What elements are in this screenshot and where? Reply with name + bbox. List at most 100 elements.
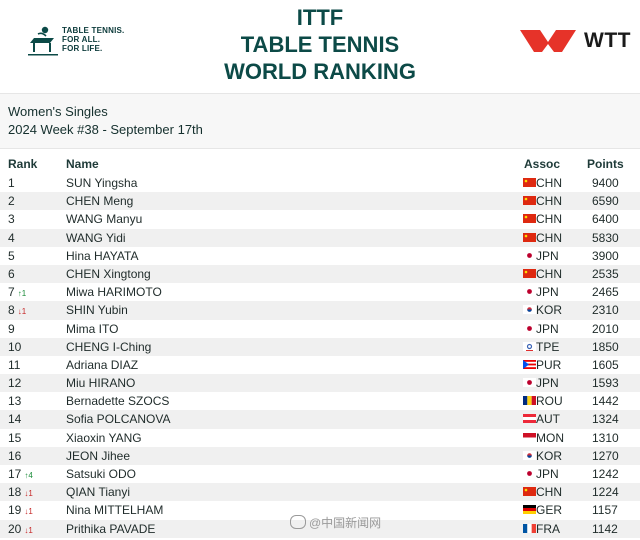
wtt-logo: WTT [518, 26, 638, 56]
points-value: 9400 [592, 176, 619, 190]
rank-change: ↓1 [17, 307, 27, 317]
rank-cell: 12 [8, 376, 22, 391]
assoc-code: FRA [536, 521, 560, 536]
aut-flag-icon [523, 414, 536, 424]
jpn-flag-icon [523, 323, 536, 333]
column-header-points: Points [587, 157, 624, 171]
points-value: 1310 [592, 430, 619, 445]
player-name: JEON Jihee [66, 448, 131, 463]
player-name: Miu HIRANO [66, 376, 136, 391]
rank-cell: 8 ↓1 [8, 303, 27, 318]
points-value: 5830 [592, 230, 619, 245]
points-value: 6590 [592, 194, 619, 209]
rank-cell: 4 [8, 230, 15, 245]
player-name: CHEN Meng [66, 194, 134, 209]
rank-change: ↑4 [24, 471, 33, 480]
player-name: Prithika PAVADE [66, 521, 156, 536]
pur-flag-icon [523, 359, 536, 369]
player-name: WANG Manyu [66, 212, 143, 227]
player-name: Nina MITTELHAM [66, 503, 164, 518]
points-value: 1224 [592, 485, 619, 500]
assoc-code: AUT [536, 412, 560, 427]
jpn-flag-icon [523, 287, 536, 297]
table-row: 20 ↓1 Prithika PAVADE FRA 1142 [0, 519, 640, 538]
rank-cell: 20 ↓1 [8, 521, 33, 536]
points-value: 1270 [592, 448, 619, 463]
points-value: 1324 [592, 412, 619, 427]
assoc-code: JPN [536, 285, 559, 300]
wtt-text: WTT [584, 29, 631, 52]
assoc-code: KOR [536, 303, 563, 318]
player-name: QIAN Tianyi [66, 485, 131, 500]
rank-change: ↓1 [24, 489, 33, 499]
points-value: 1850 [592, 339, 619, 354]
table-row: 13 Bernadette SZOCS ROU 1442 [0, 392, 640, 410]
rank-cell: 6 [8, 266, 15, 281]
table-row: 5 Hina HAYATA JPN 3900 [0, 247, 640, 265]
table-row: 14 Sofia POLCANOVA AUT 1324 [0, 410, 640, 429]
ger-flag-icon [523, 505, 536, 515]
rank-cell: 18 ↓1 [8, 485, 33, 500]
column-header-rank: Rank [8, 157, 38, 171]
assoc-code: PUR [536, 357, 562, 372]
table-row: 17 ↑4 Satsuki ODO JPN 1242 [0, 465, 640, 483]
assoc-code: KOR [536, 448, 563, 463]
assoc-code: JPN [536, 376, 559, 391]
rank-cell: 10 [8, 339, 22, 354]
table-row: 15 Xiaoxin YANG MON 1310 [0, 429, 640, 447]
jpn-flag-icon [523, 250, 536, 260]
player-name: Satsuki ODO [66, 467, 137, 481]
points-value: 1157 [592, 503, 618, 518]
points-value: 3900 [592, 248, 619, 263]
chn-flag-icon [523, 196, 536, 206]
chn-flag-icon [523, 214, 536, 224]
chn-flag-icon [523, 232, 536, 242]
rank-cell: 14 [8, 412, 22, 427]
rank-change: ↓1 [24, 525, 33, 535]
points-value: 1142 [592, 521, 618, 536]
rank-cell: 7 ↑1 [8, 285, 27, 300]
title-line: TABLE TENNIS [240, 32, 400, 57]
assoc-code: JPN [536, 467, 559, 481]
tpe-flag-icon [523, 341, 536, 351]
fra-flag-icon [523, 523, 536, 533]
table-row: 4 WANG Yidi CHN 5830 [0, 228, 640, 247]
points-value: 1605 [592, 357, 619, 372]
table-row: 7 ↑1 Miwa HARIMOTO JPN 2465 [0, 283, 640, 301]
ittf-table-icon [28, 26, 58, 56]
player-name: CHENG I-Ching [66, 339, 152, 354]
rank-change: ↑1 [17, 289, 27, 299]
rank-cell: 5 [8, 248, 15, 263]
points-value: 2010 [592, 321, 619, 336]
player-name: Sofia POLCANOVA [66, 412, 171, 427]
watermark: @中国新闻网 [290, 514, 381, 531]
wtt-mark-icon [520, 30, 576, 52]
title-line: WORLD RANKING [224, 59, 416, 84]
player-name: SUN Yingsha [66, 176, 138, 190]
weibo-icon [290, 515, 306, 529]
table-row: 10 CHENG I-Ching TPE 1850 [0, 337, 640, 356]
player-name: Adriana DIAZ [66, 357, 139, 372]
table-row: 11 Adriana DIAZ PUR 1605 [0, 356, 640, 374]
assoc-code: ROU [536, 394, 563, 409]
ittf-tagline: TABLE TENNIS. FOR ALL. FOR LIFE. [62, 26, 125, 53]
rank-cell: 1 [8, 176, 15, 190]
table-row: 6 CHEN Xingtong CHN 2535 [0, 264, 640, 284]
rank-cell: 2 [8, 194, 15, 209]
page-title: ITTF TABLE TENNIS WORLD RANKING [190, 4, 450, 85]
player-name: SHIN Yubin [66, 303, 128, 318]
table-row: 18 ↓1 QIAN Tianyi CHN 1224 [0, 483, 640, 502]
player-name: Bernadette SZOCS [66, 394, 170, 409]
player-name: CHEN Xingtong [66, 266, 151, 281]
rank-cell: 19 ↓1 [8, 503, 33, 518]
points-value: 1442 [592, 394, 619, 409]
header: TABLE TENNIS. FOR ALL. FOR LIFE. ITTF TA… [0, 0, 640, 92]
player-name: WANG Yidi [66, 230, 126, 245]
table-row: 9 Mima ITO JPN 2010 [0, 320, 640, 338]
assoc-code: CHN [536, 194, 562, 209]
table-row: 1 SUN Yingsha CHN 9400 [0, 174, 640, 192]
ranking-table: 1 SUN Yingsha CHN 9400 2 CHEN Meng CHN 6590 3 WAN… [0, 174, 640, 538]
assoc-code: GER [536, 503, 563, 518]
table-row: 16 JEON Jihee KOR 1270 [0, 446, 640, 465]
ranking-info: Women's Singles 2024 Week #38 - Septembe… [0, 93, 640, 149]
